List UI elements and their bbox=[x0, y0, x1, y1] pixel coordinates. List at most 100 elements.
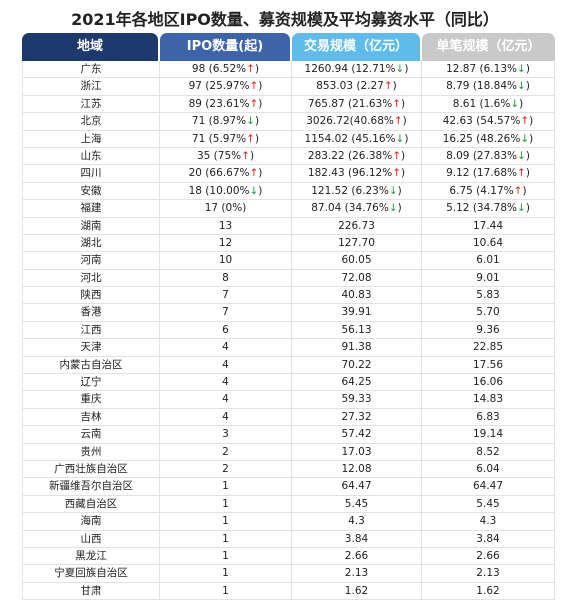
table-row: 贵州 2 17.03 8.52 bbox=[22, 443, 555, 461]
table-row: 山西 1 3.84 3.84 bbox=[22, 530, 555, 548]
value-cell: 1154.02 (45.16%↓) bbox=[292, 130, 422, 148]
value-cell: 4 bbox=[160, 374, 292, 392]
value-cell: 5.83 bbox=[422, 287, 555, 305]
value-cell: 8.09 (27.83%↓) bbox=[422, 147, 555, 166]
region-cell: 湖南 bbox=[22, 217, 160, 235]
value-cell: 3.84 bbox=[422, 530, 555, 548]
value-cell: 64.47 bbox=[422, 478, 555, 496]
value-cell: 1 bbox=[160, 478, 292, 496]
value-cell: 17.03 bbox=[292, 443, 422, 461]
value-cell: 9.12 (17.68%↑) bbox=[422, 165, 555, 183]
value-cell: 56.13 bbox=[292, 321, 422, 340]
value-cell: 1 bbox=[160, 565, 292, 583]
table-row: 广东 98 (6.52%↑) 1260.94 (12.71%↓) 12.87 (6.1… bbox=[22, 61, 555, 79]
column-header: IPO数量(起) bbox=[160, 33, 290, 61]
value-cell: 18 (10.00%↓) bbox=[160, 182, 292, 201]
value-cell: 17.44 bbox=[422, 217, 555, 235]
value-cell: 3026.72(40.68%↑) bbox=[292, 113, 422, 131]
value-cell: 27.32 bbox=[292, 408, 422, 427]
table-row: 湖南 13 226.73 17.44 bbox=[22, 217, 555, 235]
value-cell: 17 (0%) bbox=[160, 200, 292, 218]
value-cell: 16.25 (48.26%↓) bbox=[422, 130, 555, 148]
value-cell: 5.70 bbox=[422, 304, 555, 322]
value-cell: 2 bbox=[160, 460, 292, 479]
value-cell: 3.84 bbox=[292, 530, 422, 548]
value-cell: 2.66 bbox=[422, 547, 555, 566]
region-cell: 云南 bbox=[22, 426, 160, 444]
value-cell: 7 bbox=[160, 287, 292, 305]
value-cell: 6.01 bbox=[422, 252, 555, 270]
table-row: 安徽 18 (10.00%↓) 121.52 (6.23%↓) 6.75 (4.17%… bbox=[22, 182, 555, 201]
value-cell: 89 (23.61%↑) bbox=[160, 95, 292, 114]
value-cell: 4 bbox=[160, 356, 292, 375]
table-row: 上海 71 (5.97%↑) 1154.02 (45.16%↓) 16.25 (48.… bbox=[22, 130, 555, 148]
value-cell: 9.01 bbox=[422, 269, 555, 288]
value-cell: 6.75 (4.17%↑) bbox=[422, 182, 555, 201]
value-cell: 14.83 bbox=[422, 391, 555, 409]
column-header: 交易规模（亿元） bbox=[292, 33, 420, 61]
value-cell: 8.79 (18.84%↓) bbox=[422, 78, 555, 96]
column-header: 单笔规模（亿元） bbox=[422, 33, 555, 61]
table-row: 辽宁 4 64.25 16.06 bbox=[22, 374, 555, 392]
table-row: 江西 6 56.13 9.36 bbox=[22, 321, 555, 340]
value-cell: 121.52 (6.23%↓) bbox=[292, 182, 422, 201]
region-cell: 天津 bbox=[22, 339, 160, 357]
region-cell: 河北 bbox=[22, 269, 160, 288]
region-cell: 北京 bbox=[22, 113, 160, 131]
region-cell: 四川 bbox=[22, 165, 160, 183]
value-cell: 4.3 bbox=[292, 513, 422, 531]
value-cell: 71 (5.97%↑) bbox=[160, 130, 292, 148]
value-cell: 853.03 (2.27↑) bbox=[292, 78, 422, 96]
column-header: 地域 bbox=[22, 33, 158, 61]
value-cell: 283.22 (26.38%↑) bbox=[292, 147, 422, 166]
table-row: 香港 7 39.91 5.70 bbox=[22, 304, 555, 322]
table-row: 新疆维吾尔自治区 1 64.47 64.47 bbox=[22, 478, 555, 496]
value-cell: 2.13 bbox=[292, 565, 422, 583]
table-row: 重庆 4 59.33 14.83 bbox=[22, 391, 555, 409]
region-cell: 山东 bbox=[22, 147, 160, 166]
value-cell: 3 bbox=[160, 426, 292, 444]
region-cell: 贵州 bbox=[22, 443, 160, 461]
table-row: 吉林 4 27.32 6.83 bbox=[22, 408, 555, 427]
table-row: 广西壮族自治区 2 12.08 6.04 bbox=[22, 460, 555, 479]
value-cell: 16.06 bbox=[422, 374, 555, 392]
region-cell: 陕西 bbox=[22, 287, 160, 305]
table-row: 陕西 7 40.83 5.83 bbox=[22, 287, 555, 305]
table-row: 黑龙江 1 2.66 2.66 bbox=[22, 547, 555, 566]
value-cell: 71 (8.97%↓) bbox=[160, 113, 292, 131]
value-cell: 4 bbox=[160, 339, 292, 357]
table-row: 浙江 97 (25.97%↑) 853.03 (2.27↑) 8.79 (18.84%… bbox=[22, 78, 555, 96]
value-cell: 1 bbox=[160, 547, 292, 566]
value-cell: 6 bbox=[160, 321, 292, 340]
region-cell: 辽宁 bbox=[22, 374, 160, 392]
value-cell: 1 bbox=[160, 530, 292, 548]
region-cell: 河南 bbox=[22, 252, 160, 270]
value-cell: 57.42 bbox=[292, 426, 422, 444]
region-cell: 黑龙江 bbox=[22, 547, 160, 566]
region-cell: 安徽 bbox=[22, 182, 160, 201]
region-cell: 吉林 bbox=[22, 408, 160, 427]
header-row: 地域 IPO数量(起) 交易规模（亿元） 单笔规模（亿元） bbox=[22, 33, 555, 61]
value-cell: 10 bbox=[160, 252, 292, 270]
value-cell: 6.04 bbox=[422, 460, 555, 479]
value-cell: 1260.94 (12.71%↓) bbox=[292, 61, 422, 79]
region-cell: 山西 bbox=[22, 530, 160, 548]
value-cell: 5.45 bbox=[422, 495, 555, 514]
value-cell: 2.66 bbox=[292, 547, 422, 566]
value-cell: 8.61 (1.6%↓) bbox=[422, 95, 555, 114]
value-cell: 97 (25.97%↑) bbox=[160, 78, 292, 96]
value-cell: 12.87 (6.13%↓) bbox=[422, 61, 555, 79]
value-cell: 17.56 bbox=[422, 356, 555, 375]
value-cell: 1 bbox=[160, 495, 292, 514]
value-cell: 13 bbox=[160, 217, 292, 235]
value-cell: 226.73 bbox=[292, 217, 422, 235]
region-cell: 西藏自治区 bbox=[22, 495, 160, 514]
value-cell: 4.3 bbox=[422, 513, 555, 531]
value-cell: 64.47 bbox=[292, 478, 422, 496]
value-cell: 7 bbox=[160, 304, 292, 322]
table: 地域 IPO数量(起) 交易规模（亿元） 单笔规模（亿元） 广东 98 (6.52%↑)… bbox=[22, 33, 555, 601]
value-cell: 182.43 (96.12%↑) bbox=[292, 165, 422, 183]
value-cell: 42.63 (54.57%↑) bbox=[422, 113, 555, 131]
table-row: 宁夏回族自治区 1 2.13 2.13 bbox=[22, 565, 555, 583]
